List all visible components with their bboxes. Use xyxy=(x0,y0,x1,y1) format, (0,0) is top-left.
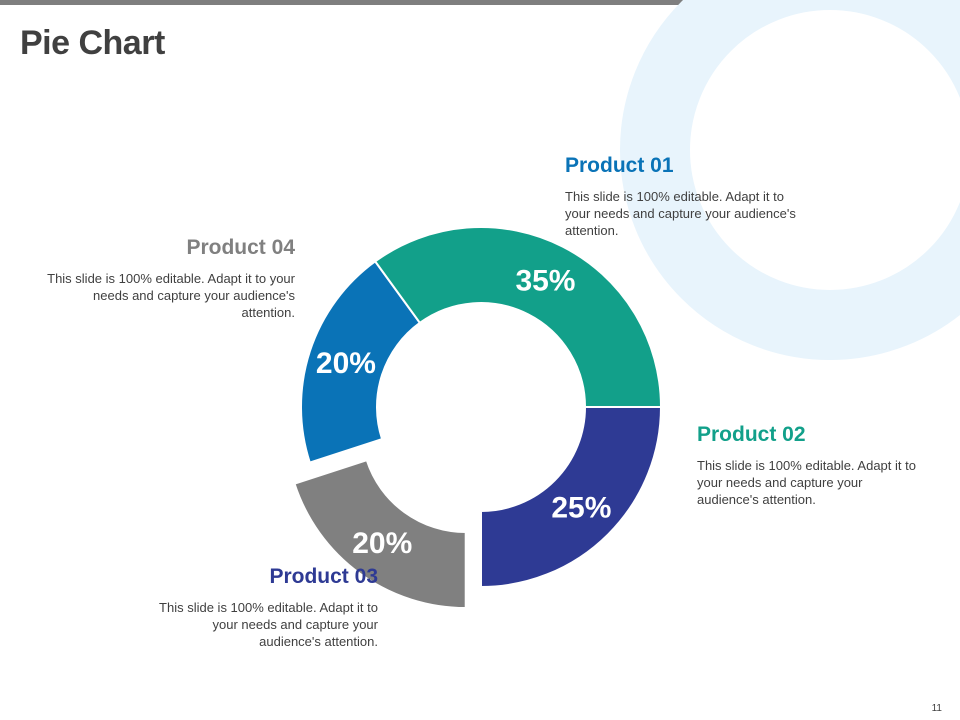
product-02-heading: Product 02 xyxy=(697,423,806,446)
product-03-heading: Product 03 xyxy=(269,565,378,588)
product-04-description: This slide is 100% editable. Adapt it to… xyxy=(47,271,295,320)
slice-label-1: 20% xyxy=(316,347,376,380)
product-03-description: This slide is 100% editable. Adapt it to… xyxy=(159,600,378,649)
slice-label-2: 35% xyxy=(515,264,575,297)
slice-label-4: 20% xyxy=(352,527,412,560)
callout-product-02: Product 02 This slide is 100% editable. … xyxy=(697,423,922,508)
callout-product-03: Product 03 This slide is 100% editable. … xyxy=(155,565,378,650)
page-title: Pie Chart xyxy=(20,24,165,62)
page-number: 11 xyxy=(931,703,942,714)
callout-product-01: Product 01 This slide is 100% editable. … xyxy=(565,154,805,239)
donut-slice-4 xyxy=(293,458,467,610)
product-04-heading: Product 04 xyxy=(186,236,295,259)
donut-slice-2 xyxy=(373,226,663,408)
top-rule xyxy=(0,0,960,5)
product-02-description: This slide is 100% editable. Adapt it to… xyxy=(697,458,916,507)
product-01-description: This slide is 100% editable. Adapt it to… xyxy=(565,189,796,238)
donut-slice-1 xyxy=(300,259,422,464)
callout-product-04: Product 04 This slide is 100% editable. … xyxy=(45,236,295,321)
donut-slice-3 xyxy=(480,406,663,589)
product-01-heading: Product 01 xyxy=(565,154,674,177)
slice-label-3: 25% xyxy=(551,491,611,524)
